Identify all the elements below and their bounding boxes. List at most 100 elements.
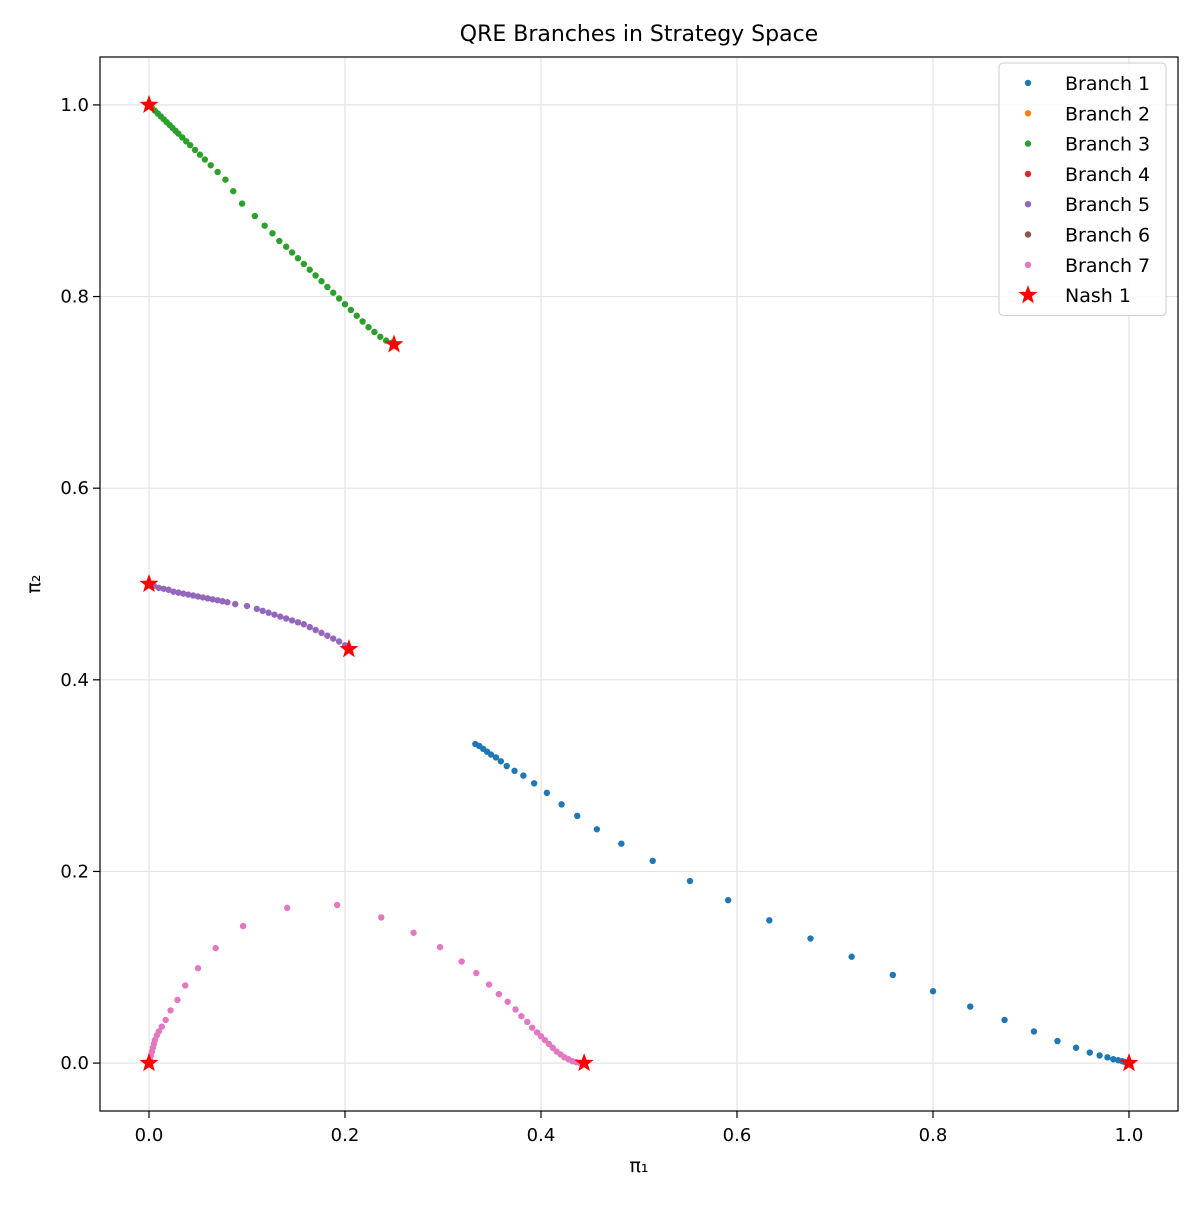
legend-label: Branch 5 <box>1065 194 1150 216</box>
data-point <box>239 922 247 930</box>
data-point <box>214 597 221 604</box>
chart-title: QRE Branches in Strategy Space <box>460 22 818 47</box>
data-point <box>473 969 480 977</box>
data-point <box>335 638 343 645</box>
x-tick-label: 1.0 <box>1115 1125 1144 1146</box>
legend-nash-star-icon <box>1018 285 1038 304</box>
data-point <box>179 134 186 141</box>
data-point <box>201 156 209 163</box>
data-point <box>194 965 202 972</box>
series-nash-1 <box>139 94 1139 1072</box>
legend: Branch 1 Branch 2 Branch 3 Branch 4 Branch 5… <box>998 62 1167 316</box>
legend-marker-icon <box>1024 231 1032 238</box>
legend-label: Branch 4 <box>1065 164 1150 186</box>
data-point <box>253 605 260 613</box>
data-point <box>324 632 331 639</box>
nash-star-marker <box>339 639 359 658</box>
series-branch-1 <box>472 740 1132 1067</box>
data-point <box>1072 1044 1080 1051</box>
data-point <box>261 222 268 229</box>
y-axis-label: π₂ <box>23 574 45 593</box>
legend-marker-icon <box>1024 110 1032 117</box>
y-tick-label: 0.6 <box>60 478 89 499</box>
data-point <box>545 1040 553 1048</box>
nash-star-marker <box>574 1053 594 1072</box>
data-point <box>353 312 360 319</box>
grid <box>100 57 1178 1111</box>
data-point <box>276 237 283 245</box>
x-tick-label: 0.2 <box>331 1125 360 1146</box>
data-point <box>495 990 503 998</box>
data-point <box>377 333 384 340</box>
data-point <box>162 1016 169 1024</box>
data-point <box>574 812 581 820</box>
data-point <box>294 255 302 262</box>
data-point <box>378 914 385 921</box>
x-axis-label: π₁ <box>629 1155 648 1177</box>
legend-marker-icon <box>1024 170 1032 178</box>
y-tick-label: 0.4 <box>60 670 89 691</box>
nash-star-marker <box>1119 1053 1139 1072</box>
data-point <box>967 1003 974 1010</box>
data-point <box>848 953 855 960</box>
x-tick-label: 0.8 <box>919 1125 948 1146</box>
data-point <box>341 301 349 308</box>
data-point <box>306 266 313 273</box>
data-point <box>158 1023 165 1030</box>
y-tick-label: 1.0 <box>60 95 89 116</box>
data-point <box>277 613 284 620</box>
data-point <box>207 162 214 169</box>
data-point <box>558 801 565 808</box>
legend-box <box>998 62 1167 316</box>
data-point <box>1104 1054 1111 1061</box>
data-point <box>312 626 319 634</box>
data-point <box>182 982 189 989</box>
data-point <box>318 278 325 285</box>
legend-label: Nash 1 <box>1065 285 1131 307</box>
data-point <box>196 151 204 158</box>
data-point <box>649 857 656 865</box>
data-point <box>511 767 518 775</box>
data-point <box>520 772 527 779</box>
data-point <box>283 243 290 250</box>
data-point <box>194 593 202 600</box>
data-point <box>1030 1028 1038 1035</box>
data-point <box>185 591 192 598</box>
data-point <box>306 623 313 631</box>
data-point <box>175 589 182 596</box>
data-point <box>269 230 276 237</box>
legend-marker-icon <box>1024 201 1032 208</box>
data-point <box>324 283 331 291</box>
data-point <box>497 758 505 765</box>
data-point <box>151 1036 159 1044</box>
data-point <box>265 609 272 616</box>
data-point <box>889 971 897 979</box>
data-point <box>283 615 290 622</box>
data-point <box>1054 1037 1061 1045</box>
data-point <box>518 1012 525 1020</box>
nash-star-marker <box>139 574 159 593</box>
data-point <box>199 594 207 601</box>
data-point <box>335 295 343 302</box>
data-point <box>230 187 237 195</box>
data-point <box>259 607 266 615</box>
series-branch-5 <box>145 580 353 652</box>
data-point <box>243 602 251 610</box>
data-point <box>541 1036 549 1044</box>
data-point <box>174 996 181 1004</box>
data-point <box>160 585 167 592</box>
data-point <box>618 840 625 847</box>
data-point <box>167 1007 174 1014</box>
data-point <box>283 904 291 912</box>
data-point <box>359 318 366 325</box>
data-point <box>347 306 355 314</box>
data-point <box>333 901 341 909</box>
series-branch-3 <box>145 101 396 346</box>
nash-star-marker <box>139 94 159 113</box>
data-point <box>504 998 511 1005</box>
x-tick-label: 0.4 <box>527 1125 556 1146</box>
legend-marker-icon <box>1024 79 1032 87</box>
data-point <box>330 635 337 642</box>
data-point <box>530 780 538 787</box>
legend-marker-icon <box>1024 140 1032 147</box>
